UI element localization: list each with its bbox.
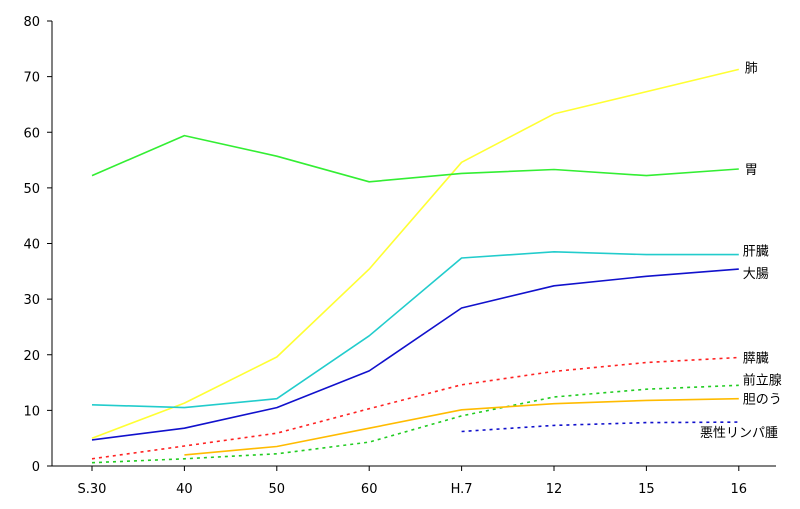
y-tick-label: 80 (23, 15, 40, 30)
series-label: 膵臓 (743, 352, 769, 367)
series-label: 胆のう (743, 393, 782, 408)
series-line (91, 384, 739, 464)
x-ticks: S.30 40 50 60 H.7 12 15 16 (78, 466, 748, 497)
x-tick-label: 16 (731, 482, 748, 497)
series-label: 肝臓 (743, 245, 769, 260)
y-tick-label: 50 (23, 182, 40, 197)
x-tick-label: 60 (361, 482, 378, 497)
series-line (184, 397, 739, 456)
series-label: 胃 (745, 163, 758, 178)
x-tick-label: 12 (546, 482, 563, 497)
x-tick-label: 50 (269, 482, 286, 497)
series-line (91, 134, 739, 183)
series-label: 悪性リンパ腫 (700, 425, 778, 441)
series-label: 肺 (745, 61, 758, 76)
series-line (91, 268, 739, 441)
y-tick-label: 60 (23, 126, 40, 141)
series-line (91, 251, 739, 409)
y-tick-label: 40 (23, 238, 40, 253)
y-ticks: 0 10 20 30 40 50 60 70 80 (23, 15, 52, 475)
series-line (91, 356, 739, 460)
series-label: 大腸 (743, 267, 769, 282)
x-tick-label: H.7 (451, 482, 473, 497)
series-lines (91, 68, 739, 464)
series-line (91, 68, 739, 439)
y-tick-label: 20 (23, 349, 40, 364)
y-tick-label: 70 (23, 71, 40, 86)
x-tick-label: 15 (638, 482, 655, 497)
y-tick-label: 10 (23, 404, 40, 419)
y-tick-label: 30 (23, 293, 40, 308)
series-line (461, 421, 739, 433)
x-tick-label: 40 (176, 482, 193, 497)
x-tick-label: S.30 (78, 482, 107, 497)
series-label: 前立腺 (743, 372, 782, 388)
y-tick-label: 0 (32, 460, 40, 475)
